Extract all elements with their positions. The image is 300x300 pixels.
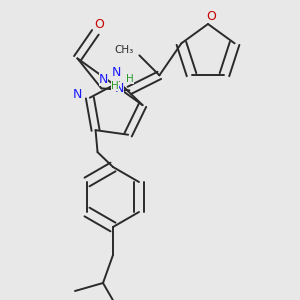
Text: N: N (73, 88, 82, 101)
Text: N: N (115, 82, 124, 95)
Text: O: O (206, 10, 216, 22)
Text: CH₃: CH₃ (114, 45, 134, 55)
Text: O: O (94, 18, 104, 31)
Text: H: H (126, 74, 134, 84)
Text: H: H (112, 81, 119, 91)
Text: N: N (99, 73, 108, 86)
Text: N: N (112, 66, 122, 79)
